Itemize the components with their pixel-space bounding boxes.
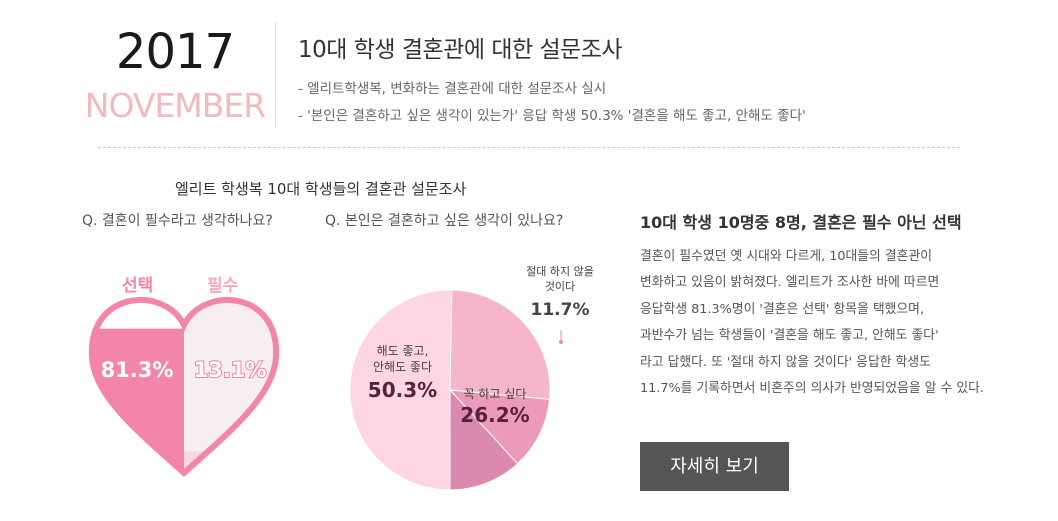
pie-label-want: 꼭 하고 싶다	[463, 387, 527, 401]
pie-value-either: 50.3%	[367, 378, 438, 402]
pie-value-never: 11.7%	[530, 300, 590, 320]
header-divider	[275, 22, 276, 127]
view-more-button[interactable]: 자세히 보기	[640, 442, 789, 491]
summary-line-2: - '본인은 결혼하고 싶은 생각이 있는가' 응답 학생 50.3% '결혼을…	[298, 108, 806, 124]
heart-value-required: 13.1%	[194, 358, 267, 382]
summary-body: 결혼이 필수였던 옛 시대와 다르게, 10대들의 결혼관이 변화하고 있음이 …	[640, 244, 1020, 402]
summary-body-line: 라고 답했다. 또 '절대 하지 않을 것이다' 응답한 학생도	[640, 354, 931, 370]
heart-chart: 81.3% 13.1%	[88, 297, 280, 478]
heart-label-choice: 선택	[122, 276, 154, 296]
pie-label-either: 해도 좋고, 안해도 좋다	[372, 344, 432, 375]
pie-slice	[449, 289, 551, 400]
survey-title: 엘리트 학생복 10대 학생들의 결혼관 설문조사	[175, 180, 467, 198]
pie-chart	[349, 289, 563, 491]
pie-slice	[449, 388, 519, 491]
pie-slice	[448, 389, 551, 465]
pie-label-never: 절대 하지 않을 것이다	[526, 265, 594, 293]
question-1: Q. 결혼이 필수라고 생각하나요?	[82, 213, 273, 229]
pie-value-want: 26.2%	[460, 403, 530, 427]
summary-body-line: 과반수가 넘는 학생들이 '결혼을 해도 좋고, 안해도 좋다'	[640, 328, 939, 344]
summary-body-line: 결혼이 필수였던 옛 시대와 다르게, 10대들의 결혼관이	[640, 249, 932, 264]
summary-body-line: 11.7%를 기록하면서 비혼주의 의사가 반영되었음을 알 수 있다.	[640, 381, 984, 397]
section-divider	[98, 147, 960, 148]
pie-slice	[349, 289, 453, 491]
summary-line-1: - 엘리트학생복, 변화하는 결혼관에 대한 설문조사 실시	[298, 81, 607, 97]
pie-leader-dot	[559, 340, 563, 344]
question-2: Q. 본인은 결혼하고 싶은 생각이 있나요?	[325, 213, 564, 229]
heart-outline	[88, 297, 280, 478]
heart-value-choice: 81.3%	[101, 358, 174, 382]
year-label: 2017	[115, 24, 235, 80]
summary-title: 10대 학생 10명중 8명, 결혼은 필수 아닌 선택	[640, 213, 962, 232]
heart-label-required: 필수	[207, 276, 239, 296]
article-title: 10대 학생 결혼관에 대한 설문조사	[298, 37, 623, 63]
summary-body-line: 변화하고 있음이 밝혀졌다. 엘리트가 조사한 바에 따르면	[640, 275, 940, 291]
summary-body-line: 응답학생 81.3%명이 '결혼은 선택' 항목을 택했으며,	[640, 301, 925, 317]
month-label: NOVEMBER	[84, 86, 266, 125]
